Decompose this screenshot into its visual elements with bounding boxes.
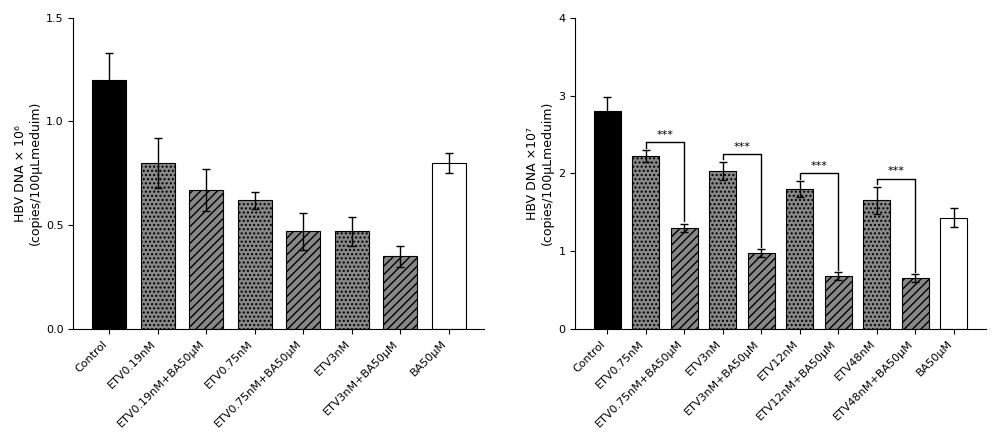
Bar [238, 200, 272, 329]
Bar [863, 201, 890, 329]
Bar [671, 228, 698, 329]
Bar [432, 163, 466, 329]
Bar [383, 256, 417, 329]
Bar [286, 231, 320, 329]
Bar [632, 156, 659, 329]
Y-axis label: HBV DNA ×10⁷
(copies/100μLmeduim): HBV DNA ×10⁷ (copies/100μLmeduim) [526, 101, 554, 245]
Bar [786, 189, 813, 329]
Text: ***: *** [657, 130, 673, 140]
Bar [709, 171, 736, 329]
Text: ***: *** [811, 161, 828, 171]
Text: ***: *** [734, 142, 751, 152]
Bar [825, 276, 852, 329]
Bar [335, 231, 369, 329]
Bar [902, 278, 929, 329]
Bar [189, 190, 223, 329]
Bar [940, 218, 967, 329]
Text: ***: *** [888, 167, 905, 176]
Bar [594, 111, 621, 329]
Bar [92, 80, 126, 329]
Y-axis label: HBV DNA × 10⁶
(copies/100μLmeduim): HBV DNA × 10⁶ (copies/100μLmeduim) [14, 101, 42, 245]
Bar [748, 253, 775, 329]
Bar [141, 163, 175, 329]
